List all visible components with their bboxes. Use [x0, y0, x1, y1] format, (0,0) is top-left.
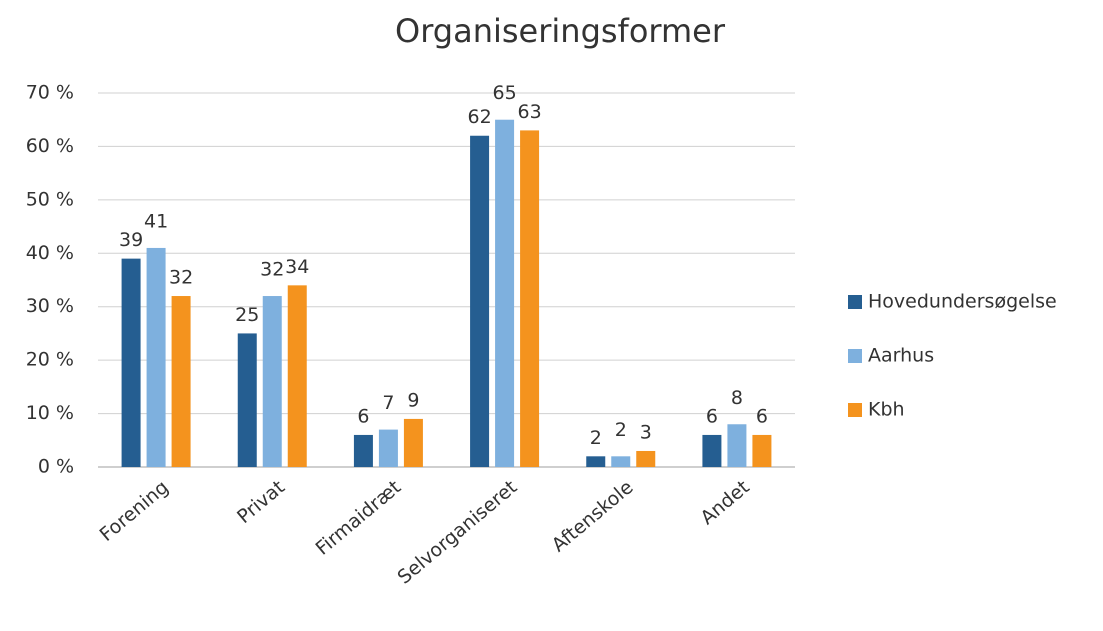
y-tick-label: 70 %: [26, 82, 74, 104]
bar: [403, 418, 423, 467]
y-tick-label: 60 %: [26, 135, 74, 157]
data-label: 34: [285, 256, 309, 278]
x-tick-label: Andet: [696, 476, 753, 529]
data-label: 63: [517, 101, 541, 123]
bar: [121, 258, 141, 467]
bar: [287, 285, 307, 467]
x-tick-label: Privat: [233, 476, 289, 528]
bar: [520, 130, 540, 467]
legend-label: Hovedundersøgelse: [868, 291, 1057, 313]
data-label: 6: [706, 405, 718, 427]
y-tick-label: 10 %: [26, 402, 74, 424]
data-label: 2: [615, 419, 627, 441]
data-label: 9: [407, 389, 419, 411]
data-label: 65: [492, 82, 516, 104]
x-tick-label: Aftenskole: [548, 476, 638, 556]
bar: [727, 424, 747, 467]
chart-title: Organiseringsformer: [395, 12, 726, 50]
data-label: 32: [169, 267, 193, 289]
legend-swatch: [848, 349, 862, 363]
bar: [237, 333, 257, 467]
x-tick-label: Forening: [96, 476, 173, 546]
y-tick-label: 20 %: [26, 349, 74, 371]
data-label: 62: [467, 106, 491, 128]
legend-label: Aarhus: [868, 345, 934, 367]
data-label: 2: [590, 427, 602, 449]
bar: [171, 296, 191, 467]
y-tick-label: 0 %: [38, 456, 74, 478]
bar: [636, 450, 656, 467]
data-label: 3: [640, 421, 652, 443]
bar: [353, 434, 373, 467]
y-tick-label: 40 %: [26, 242, 74, 264]
data-label: 7: [382, 392, 394, 414]
legend-label: Kbh: [868, 399, 905, 421]
data-label: 6: [756, 405, 768, 427]
data-label: 8: [731, 387, 743, 409]
bar: [378, 429, 398, 467]
bar: [262, 296, 282, 467]
legend-swatch: [848, 403, 862, 417]
bar: [586, 456, 606, 467]
data-label: 32: [260, 259, 284, 281]
data-label: 25: [235, 304, 259, 326]
bar: [470, 135, 490, 467]
bar: [702, 434, 722, 467]
data-label: 39: [119, 229, 143, 251]
x-tick-label: Selvorganiseret: [393, 476, 521, 588]
bar: [611, 456, 631, 467]
y-tick-label: 30 %: [26, 295, 74, 317]
bar: [752, 434, 772, 467]
x-tick-label: Firmaidræt: [312, 476, 406, 560]
data-label: 41: [144, 210, 168, 232]
bar: [146, 247, 166, 467]
legend-swatch: [848, 295, 862, 309]
bar: [495, 119, 515, 467]
data-label: 6: [357, 405, 369, 427]
y-tick-label: 50 %: [26, 188, 74, 210]
